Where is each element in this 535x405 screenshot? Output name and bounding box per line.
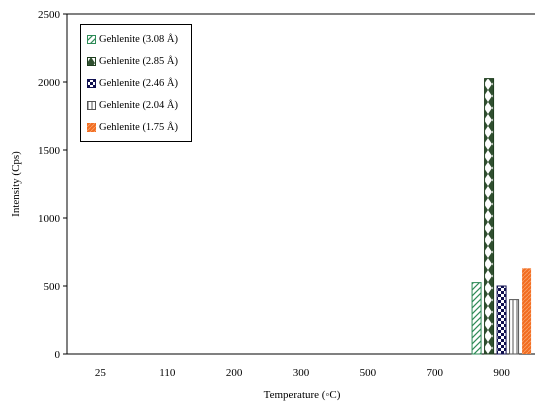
bar-series-4-900 [510, 300, 519, 354]
bar-series-5-900 [522, 268, 531, 354]
legend-swatch-4 [87, 101, 96, 110]
y-tick-label: 2500 [38, 9, 61, 21]
y-tick-label: 2000 [38, 77, 61, 89]
legend-swatch-2 [87, 57, 96, 66]
bar-series-1-900 [472, 283, 481, 354]
legend-item-3: Gehlenite (2.46 Å) [87, 75, 178, 91]
legend-label-4: Gehlenite (2.04 Å) [99, 100, 178, 111]
legend: Gehlenite (3.08 Å) Gehlenite (2.85 Å) Ge… [80, 24, 192, 142]
x-tick-label: 900 [493, 367, 510, 379]
x-axis-label: Temperature (◦C) [264, 389, 341, 401]
legend-label-3: Gehlenite (2.46 Å) [99, 78, 178, 89]
legend-item-4: Gehlenite (2.04 Å) [87, 97, 178, 113]
bar-series-2-900 [485, 79, 494, 354]
y-tick-label: 1000 [38, 213, 61, 225]
y-tick-label: 500 [44, 281, 61, 293]
legend-item-1: Gehlenite (3.08 Å) [87, 31, 178, 47]
x-tick-group: 25 110 200 300 500 700 900 [95, 367, 510, 379]
bars-group [472, 79, 531, 354]
x-tick-label: 300 [293, 367, 310, 379]
y-tick-label: 1500 [38, 145, 61, 157]
x-tick-label: 700 [426, 367, 443, 379]
x-tick-label: 25 [95, 367, 107, 379]
legend-item-5: Gehlenite (1.75 Å) [87, 119, 178, 135]
y-tick-label: 0 [55, 349, 61, 361]
x-tick-label: 110 [159, 367, 176, 379]
legend-label-1: Gehlenite (3.08 Å) [99, 34, 178, 45]
legend-swatch-3 [87, 79, 96, 88]
x-tick-label: 500 [360, 367, 377, 379]
legend-item-2: Gehlenite (2.85 Å) [87, 53, 178, 69]
legend-label-5: Gehlenite (1.75 Å) [99, 122, 178, 133]
y-tick-group: 0 500 1000 1500 2000 2500 [38, 9, 67, 361]
legend-swatch-5 [87, 123, 96, 132]
bar-series-3-900 [497, 286, 506, 354]
legend-swatch-1 [87, 35, 96, 44]
x-tick-label: 200 [226, 367, 243, 379]
legend-label-2: Gehlenite (2.85 Å) [99, 56, 178, 67]
y-axis-label: Intensity (Cps) [10, 151, 22, 217]
